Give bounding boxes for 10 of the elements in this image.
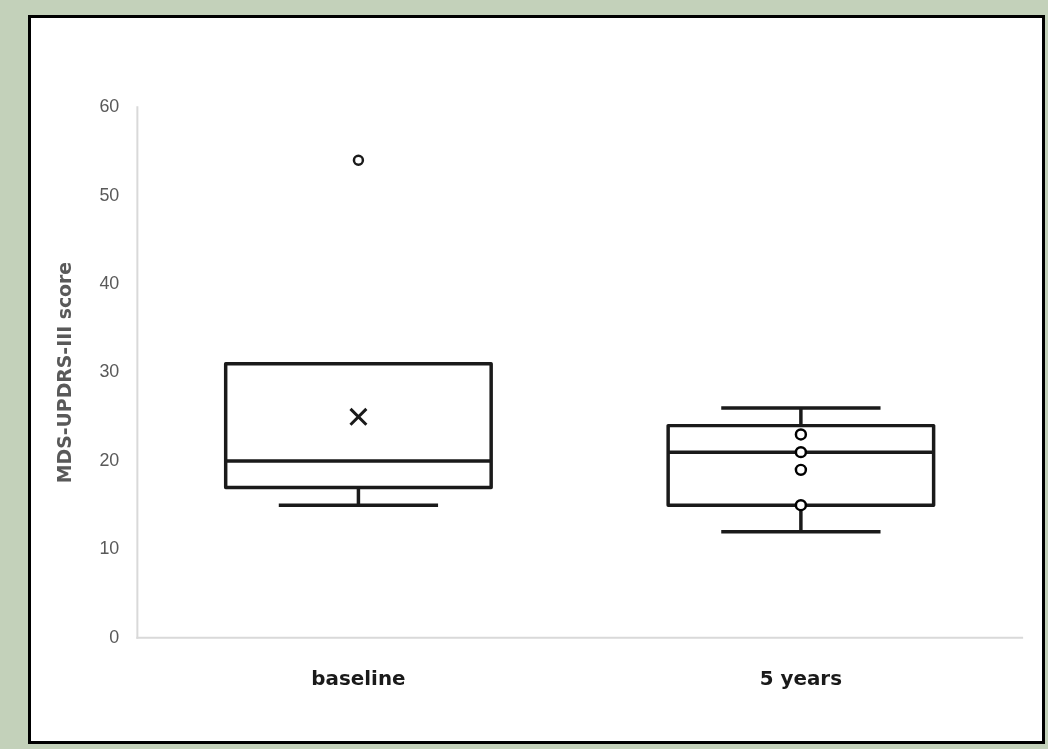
y-tick-label: 0 xyxy=(109,626,120,647)
x-tick-label: 5 years xyxy=(759,666,842,690)
y-axis-title: MDS-UPDRS-III score xyxy=(53,261,76,484)
x-tick-label: baseline xyxy=(311,666,406,690)
y-tick-label: 40 xyxy=(99,273,120,294)
y-tick-label: 30 xyxy=(99,361,120,382)
y-tick-label: 60 xyxy=(99,96,120,117)
y-tick-label: 50 xyxy=(99,184,120,205)
y-tick-label: 10 xyxy=(99,538,120,559)
y-tick-label: 20 xyxy=(99,449,120,470)
